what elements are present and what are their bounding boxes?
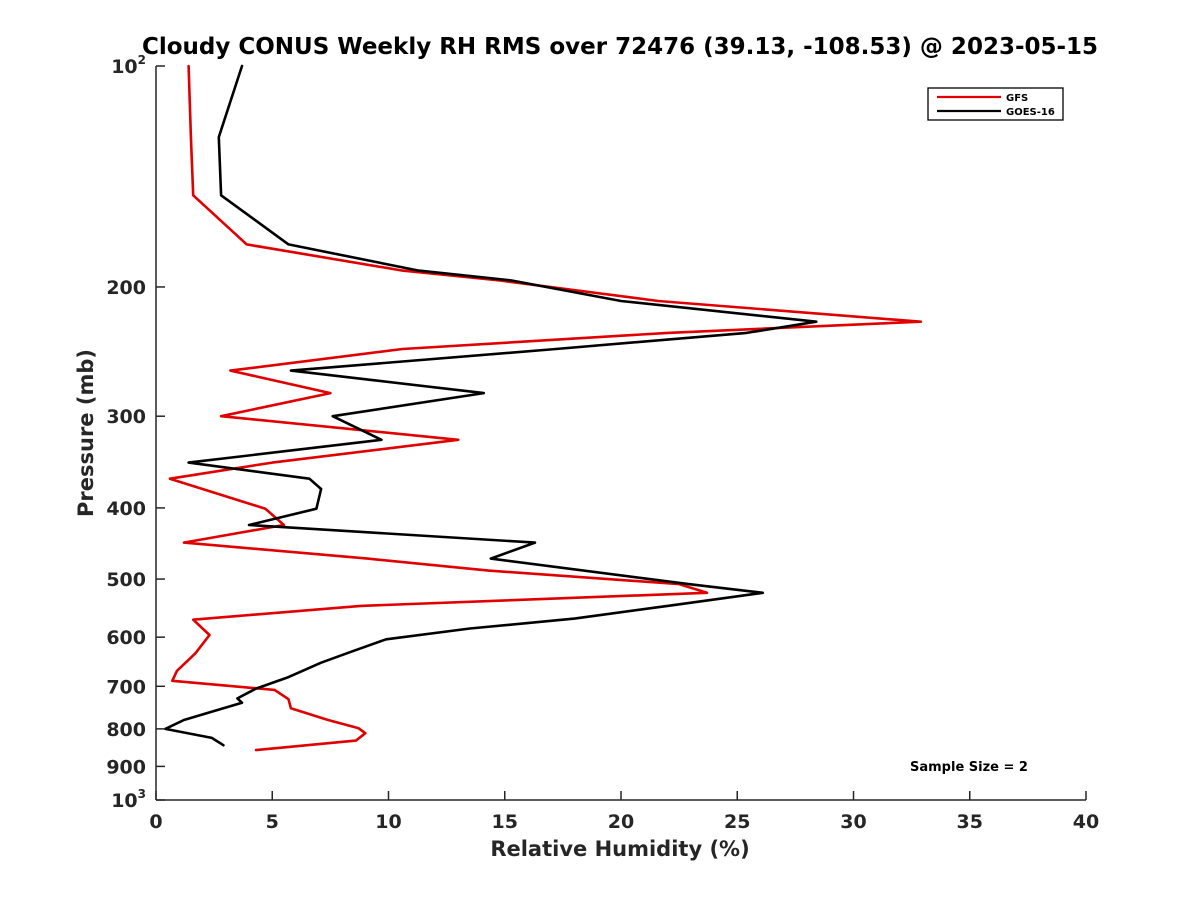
axes-background [156, 66, 1086, 800]
x-tick-label: 15 [492, 811, 518, 833]
y-tick-label: 102 [111, 53, 146, 78]
legend-label-goes16: GOES-16 [1006, 107, 1055, 118]
x-tick-label: 25 [724, 811, 750, 833]
chart-title: Cloudy CONUS Weekly RH RMS over 72476 (3… [142, 34, 1098, 60]
y-tick-label: 400 [106, 498, 146, 520]
y-tick-label: 700 [106, 676, 146, 698]
y-tick-label: 103 [111, 787, 146, 812]
y-tick-label: 600 [106, 627, 146, 649]
x-tick-label: 10 [375, 811, 401, 833]
y-tick-label: 500 [106, 569, 146, 591]
x-axis-label: Relative Humidity (%) [490, 837, 749, 861]
series-layer [164, 64, 923, 752]
x-axis-ticks: 0 5 10 15 20 25 30 35 40 [149, 791, 1099, 833]
sample-size-annotation: Sample Size = 2 [910, 760, 1028, 775]
y-tick-label: 200 [106, 277, 146, 299]
y-tick-label: 900 [106, 756, 146, 778]
y-tick-label: 300 [106, 406, 146, 428]
y-tick-label: 800 [106, 719, 146, 741]
x-tick-label: 0 [149, 811, 162, 833]
x-tick-label: 5 [266, 811, 279, 833]
series-line-goes-16 [164, 64, 818, 747]
y-axis-label: Pressure (mb) [74, 349, 98, 517]
plot-area: 0 5 10 15 20 25 30 35 40 102 200 300 400 500 600 700 80… [106, 53, 1099, 833]
x-tick-label: 40 [1073, 811, 1099, 833]
x-tick-label: 35 [957, 811, 983, 833]
legend-box [927, 87, 1064, 121]
x-tick-label: 20 [608, 811, 634, 833]
x-tick-label: 30 [840, 811, 866, 833]
series-line-gfs [168, 64, 923, 752]
legend: GFS GOES-16 [927, 87, 1064, 121]
legend-label-gfs: GFS [1006, 93, 1028, 104]
y-axis-ticks: 102 200 300 400 500 600 700 800 900 103 [106, 53, 165, 812]
